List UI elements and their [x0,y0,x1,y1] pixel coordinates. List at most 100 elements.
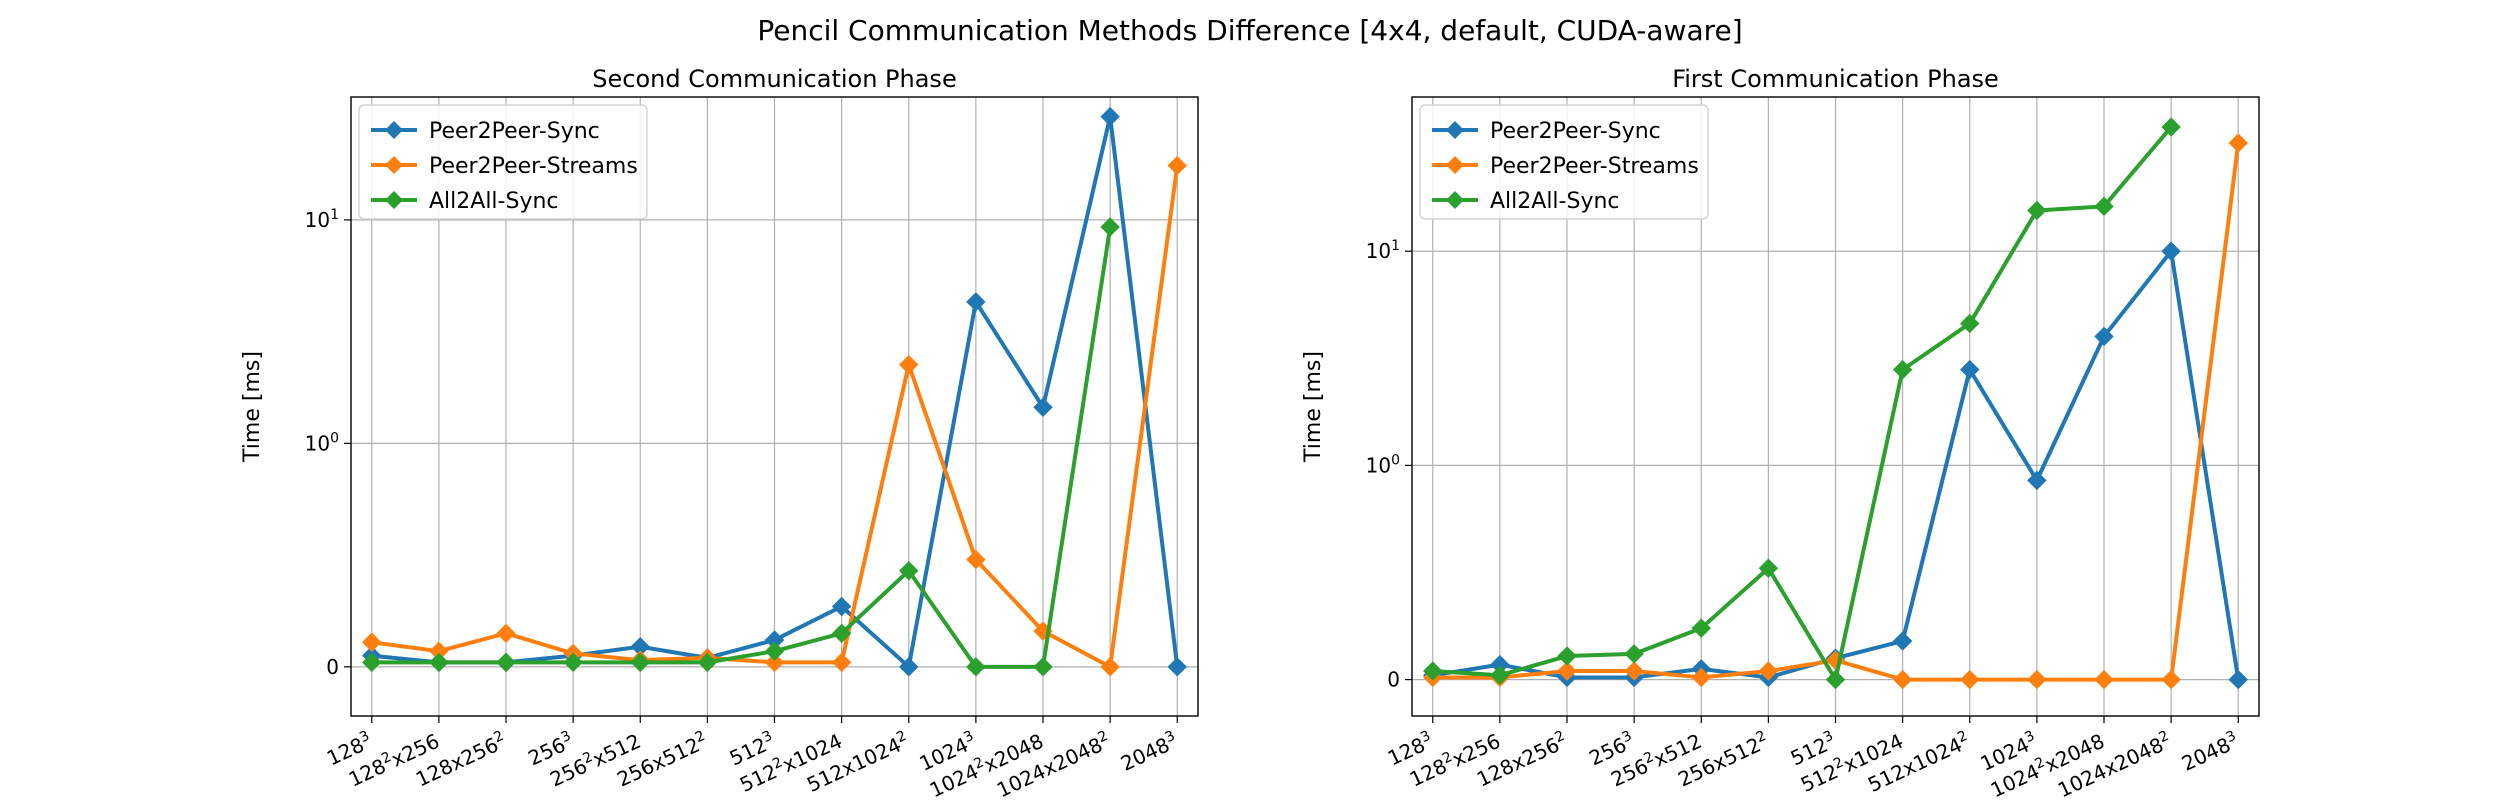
chart-title: First Communication Phase [1672,65,1999,93]
data-point-all2all-sync [966,657,986,677]
data-point-peer2peer-sync [1892,631,1913,651]
data-point-peer2peer-streams [496,623,516,644]
data-point-all2all-sync [1557,646,1577,666]
label-part: 10 [305,208,330,232]
y-tick-label: 100 [1366,452,1400,477]
label-part: 2048 [1117,733,1173,776]
superscript: 1 [330,207,339,223]
data-point-peer2peer-streams [2094,669,2114,690]
legend-label: Peer2Peer-Sync [429,119,600,144]
superscript: 0 [1391,452,1400,468]
y-axis-label: Time [ms] [240,351,265,463]
data-point-peer2peer-streams [1100,657,1120,677]
data-point-peer2peer-streams [764,652,785,673]
chart-title: Second Communication Phase [592,65,956,93]
legend-marker [1446,191,1464,209]
data-point-peer2peer-streams [1691,667,1711,688]
data-point-peer2peer-streams [899,354,919,375]
data-point-all2all-sync [1490,665,1510,686]
data-point-peer2peer-sync [831,596,852,617]
legend-box [1419,104,1709,220]
data-point-all2all-sync [2161,117,2181,137]
data-point-all2all-sync [1758,558,1779,578]
legend-label: Peer2Peer-Sync [1490,119,1661,144]
superscript: 0 [330,430,339,446]
figure-title: Pencil Communication Methods Difference … [757,14,1742,47]
data-point-all2all-sync [1100,217,1120,237]
data-point-all2all-sync [563,652,583,673]
label-part: 10 [1366,239,1391,263]
data-point-peer2peer-streams [1167,155,1187,176]
data-point-peer2peer-sync [966,292,986,312]
label-part: 0 [1387,668,1400,692]
data-point-peer2peer-streams [831,652,852,673]
series-line-all2all-sync [371,226,1113,669]
data-point-peer2peer-streams [2161,669,2181,690]
data-point-all2all-sync [1033,657,1053,677]
label-part: 0 [326,655,339,679]
data-point-all2all-sync [2094,196,2114,217]
data-point-all2all-sync [1691,618,1711,638]
data-point-peer2peer-sync [2094,326,2114,347]
data-point-peer2peer-sync [1033,397,1053,418]
y-tick-label: 101 [1366,238,1400,263]
label-part: 10 [1366,453,1391,477]
y-tick-label: 0 [326,655,339,679]
legend-label: Peer2Peer-Streams [429,154,638,179]
data-point-peer2peer-sync [1960,359,1980,380]
y-tick-label: 0 [1387,668,1400,692]
plot-frame [350,96,1199,717]
data-point-peer2peer-sync [1100,106,1120,127]
legend-marker [1446,156,1464,174]
data-point-all2all-sync [1624,644,1644,664]
series-line-all2all-sync [1432,125,2173,682]
legend-marker [385,191,403,209]
data-point-peer2peer-streams [1557,661,1577,681]
label-part: 10 [305,431,330,455]
data-point-all2all-sync [1423,661,1443,681]
data-point-all2all-sync [362,652,382,673]
y-tick-label: 101 [305,207,339,232]
legend-box [358,104,648,220]
data-point-peer2peer-sync [899,657,919,677]
legend-label: All2All-Sync [1490,189,1620,214]
data-point-peer2peer-streams [966,549,986,570]
data-point-all2all-sync [1825,669,1846,690]
data-point-all2all-sync [429,652,449,673]
plot-frame [1411,96,2260,717]
data-point-peer2peer-streams [1758,661,1779,681]
data-point-all2all-sync [630,652,650,673]
superscript: 1 [1391,238,1400,254]
data-point-peer2peer-streams [2027,669,2047,690]
data-point-peer2peer-sync [1167,657,1187,677]
data-point-peer2peer-streams [1624,661,1644,681]
y-axis-label: Time [ms] [1301,351,1326,463]
label-part: 2048 [2178,733,2234,776]
data-point-all2all-sync [697,652,718,673]
data-point-all2all-sync [764,641,785,661]
data-point-peer2peer-streams [2228,133,2248,153]
data-point-all2all-sync [831,623,852,644]
legend: Peer2Peer-Sync Peer2Peer-Streams All2All-S… [358,104,648,220]
data-point-all2all-sync [899,561,919,581]
legend-label: All2All-Sync [429,189,559,214]
data-point-peer2peer-sync [2228,669,2248,690]
data-point-peer2peer-streams [1892,669,1913,690]
data-point-all2all-sync [496,652,516,673]
y-tick-label: 100 [305,430,339,455]
data-point-peer2peer-sync [2027,470,2047,491]
legend-marker [1446,121,1464,139]
x-tick-label: 1283 [1384,728,1437,771]
legend-marker [385,156,403,174]
legend-marker [385,121,403,139]
data-point-peer2peer-sync [2161,241,2181,261]
legend-label: Peer2Peer-Streams [1490,154,1699,179]
data-point-peer2peer-streams [1960,669,1980,690]
data-point-all2all-sync [1892,359,1913,380]
x-tick-label: 20483 [1117,728,1182,776]
data-point-all2all-sync [1960,313,1980,334]
legend: Peer2Peer-Sync Peer2Peer-Streams All2All-S… [1419,104,1709,220]
